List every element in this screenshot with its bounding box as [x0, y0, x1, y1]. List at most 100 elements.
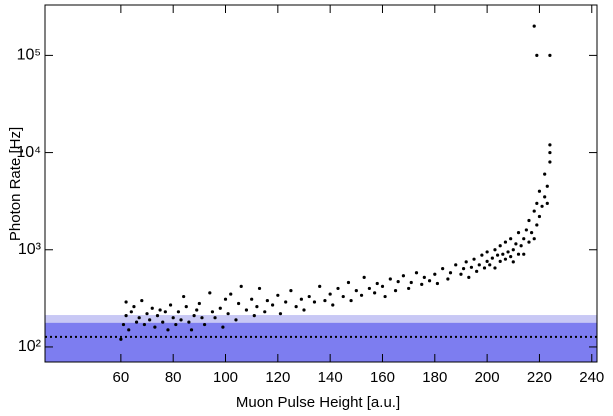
band — [45, 322, 597, 362]
y-tick-label: 10³ — [18, 241, 42, 258]
point — [124, 300, 128, 304]
point — [509, 237, 513, 241]
point — [482, 266, 487, 270]
point — [527, 218, 531, 223]
point — [148, 318, 152, 322]
point — [265, 298, 269, 303]
point — [427, 279, 432, 283]
y-tick-label: 10⁴ — [16, 144, 41, 161]
point — [250, 297, 254, 301]
point — [503, 240, 508, 244]
point — [543, 172, 547, 176]
point — [545, 201, 549, 205]
point — [195, 308, 199, 312]
point — [200, 316, 204, 320]
point — [362, 275, 366, 279]
point — [469, 265, 474, 269]
point — [511, 260, 515, 264]
x-tick-label: 200 — [475, 369, 500, 386]
x-tick-label: 180 — [422, 369, 447, 386]
point — [234, 318, 238, 322]
point — [409, 280, 413, 285]
point — [477, 263, 481, 267]
point — [252, 314, 256, 318]
x-tick-label: 220 — [527, 369, 552, 386]
point — [221, 325, 225, 329]
point — [145, 312, 149, 316]
point — [480, 253, 484, 257]
x-tick-label: 140 — [318, 369, 343, 386]
point — [349, 298, 353, 303]
point — [257, 286, 262, 291]
point — [289, 288, 293, 293]
point — [380, 284, 385, 288]
point — [516, 252, 521, 256]
point — [189, 328, 194, 332]
point — [223, 297, 228, 301]
point — [226, 312, 230, 316]
point — [218, 306, 222, 310]
point — [184, 305, 188, 309]
point — [312, 300, 317, 304]
point — [509, 255, 513, 259]
x-tick-label: 80 — [165, 369, 182, 386]
point — [263, 310, 267, 314]
point — [210, 310, 215, 314]
point — [401, 274, 406, 278]
point — [323, 298, 327, 303]
point — [485, 250, 489, 254]
point — [516, 231, 521, 235]
point — [161, 320, 165, 324]
point — [448, 271, 453, 275]
point — [537, 189, 542, 193]
point — [540, 204, 544, 208]
point — [543, 195, 547, 199]
point — [475, 269, 479, 273]
point — [359, 293, 364, 297]
point — [548, 160, 552, 164]
point — [535, 53, 539, 57]
point — [498, 259, 502, 263]
point — [373, 291, 377, 295]
point — [532, 209, 536, 213]
plot-frame — [44, 4, 598, 363]
point — [393, 288, 398, 293]
point — [158, 308, 162, 312]
point — [396, 280, 400, 284]
point — [302, 308, 306, 312]
point — [119, 337, 123, 341]
point — [299, 297, 303, 301]
point — [192, 314, 196, 318]
point — [354, 288, 358, 293]
point — [495, 253, 500, 257]
point — [328, 292, 332, 296]
point — [208, 291, 212, 295]
point — [239, 284, 243, 288]
point — [506, 250, 510, 254]
point — [331, 303, 335, 307]
point — [545, 184, 549, 188]
point — [176, 310, 181, 314]
point — [446, 277, 450, 281]
point — [166, 328, 170, 332]
point — [522, 252, 526, 256]
point — [501, 252, 505, 256]
point — [548, 53, 552, 57]
point — [124, 314, 128, 318]
point — [472, 257, 476, 261]
point — [420, 282, 424, 287]
point — [464, 260, 468, 264]
point — [503, 257, 508, 261]
point — [375, 281, 379, 286]
point — [514, 242, 518, 246]
point — [493, 248, 497, 252]
point — [213, 316, 217, 320]
point — [535, 223, 539, 227]
point — [318, 284, 322, 288]
point — [276, 293, 280, 297]
point — [524, 228, 528, 232]
point — [341, 294, 345, 299]
point — [454, 263, 458, 267]
point — [535, 201, 539, 205]
point — [127, 328, 131, 332]
